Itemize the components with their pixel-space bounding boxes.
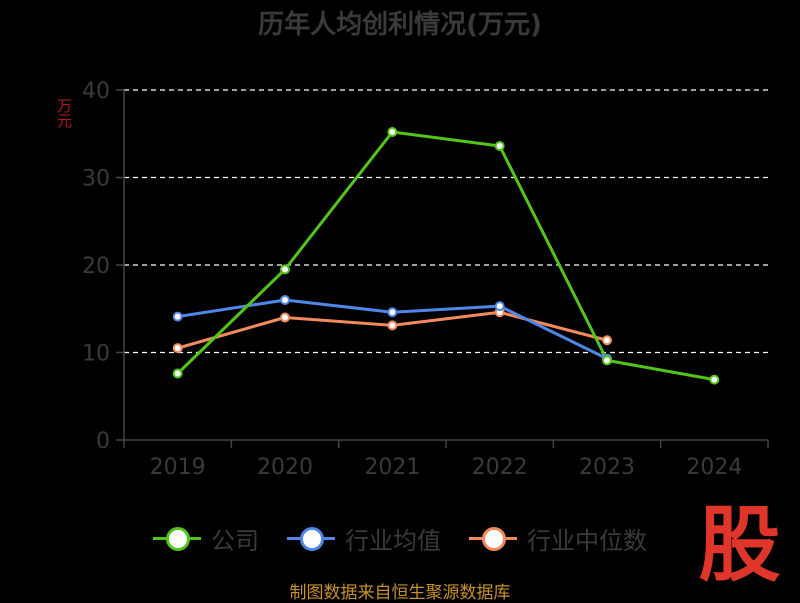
data-point xyxy=(602,355,612,366)
x-tick-label: 2022 xyxy=(472,455,528,480)
legend-label: 公司 xyxy=(211,526,259,555)
brand-logo: 股 xyxy=(698,497,781,593)
legend: 公司 行业均值 行业中位数 xyxy=(0,520,800,556)
x-tick-label: 2020 xyxy=(257,455,313,480)
data-point xyxy=(280,295,290,305)
y-tick-label: 10 xyxy=(82,342,110,367)
data-point xyxy=(387,320,398,331)
data-point xyxy=(280,312,290,323)
legend-label: 行业中位数 xyxy=(527,526,647,555)
legend-item-industry-average[interactable]: 行业均值 xyxy=(287,521,441,556)
y-tick-label: 20 xyxy=(82,254,110,279)
data-source-note: 制图数据来自恒生聚源数据库 xyxy=(289,583,511,603)
series-line-0 xyxy=(176,130,715,382)
data-point xyxy=(709,374,720,385)
data-point xyxy=(280,264,290,275)
y-tick-label: 0 xyxy=(96,429,110,454)
legend-marker-icon xyxy=(287,526,335,551)
x-tick-label: 2021 xyxy=(364,455,420,480)
x-tick-label: 2019 xyxy=(150,455,206,480)
data-point xyxy=(172,311,183,322)
data-point xyxy=(602,335,612,346)
legend-item-company[interactable]: 公司 xyxy=(153,521,259,556)
legend-item-industry-median[interactable]: 行业中位数 xyxy=(469,521,647,556)
chart-title: 历年人均创利情况(万元) xyxy=(258,10,542,40)
data-point xyxy=(172,343,183,354)
x-tick-label: 2023 xyxy=(579,455,635,480)
data-point xyxy=(387,127,398,137)
legend-marker-icon xyxy=(153,526,201,551)
legend-label: 行业均值 xyxy=(345,526,441,555)
y-tick-label: 40 xyxy=(82,79,110,104)
y-tick-label: 30 xyxy=(82,167,110,192)
data-point xyxy=(494,301,505,312)
data-point xyxy=(387,307,398,318)
data-point xyxy=(172,368,183,379)
data-point xyxy=(494,141,505,151)
x-tick-label: 2024 xyxy=(686,455,742,480)
y-axis-label: 万元 xyxy=(55,98,73,128)
legend-marker-icon xyxy=(469,526,517,551)
